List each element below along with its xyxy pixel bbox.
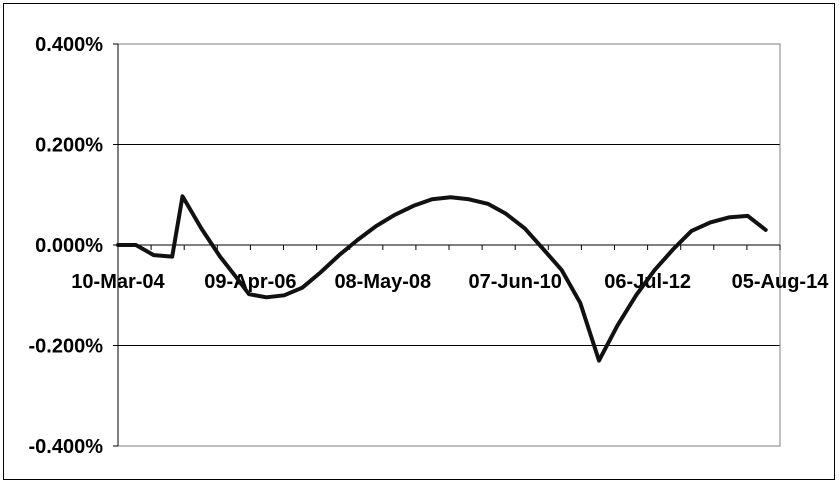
y-tick-label: 0.400% <box>35 34 103 56</box>
x-tick-labels: 10-Mar-04 09-Apr-06 08-May-08 07-Jun-10 06-J… <box>71 271 829 293</box>
series-line <box>116 194 768 363</box>
x-tick-label: 05-Aug-14 <box>732 271 830 293</box>
y-tick-label: 0.200% <box>35 135 103 157</box>
x-tick-label: 09-Apr-06 <box>204 271 296 293</box>
x-tick-label: 07-Jun-10 <box>469 271 562 293</box>
y-tick-label: 0.000% <box>35 235 103 257</box>
x-tick-label: 08-May-08 <box>334 271 431 293</box>
y-tick-label: -0.200% <box>29 336 104 358</box>
y-tick-labels: 0.400% 0.200% 0.000% -0.200% -0.400% <box>29 34 104 458</box>
chart-frame <box>3 3 835 480</box>
x-tick-label: 10-Mar-04 <box>71 271 165 293</box>
tick-marks <box>113 43 781 447</box>
y-tick-label: -0.400% <box>29 436 104 458</box>
